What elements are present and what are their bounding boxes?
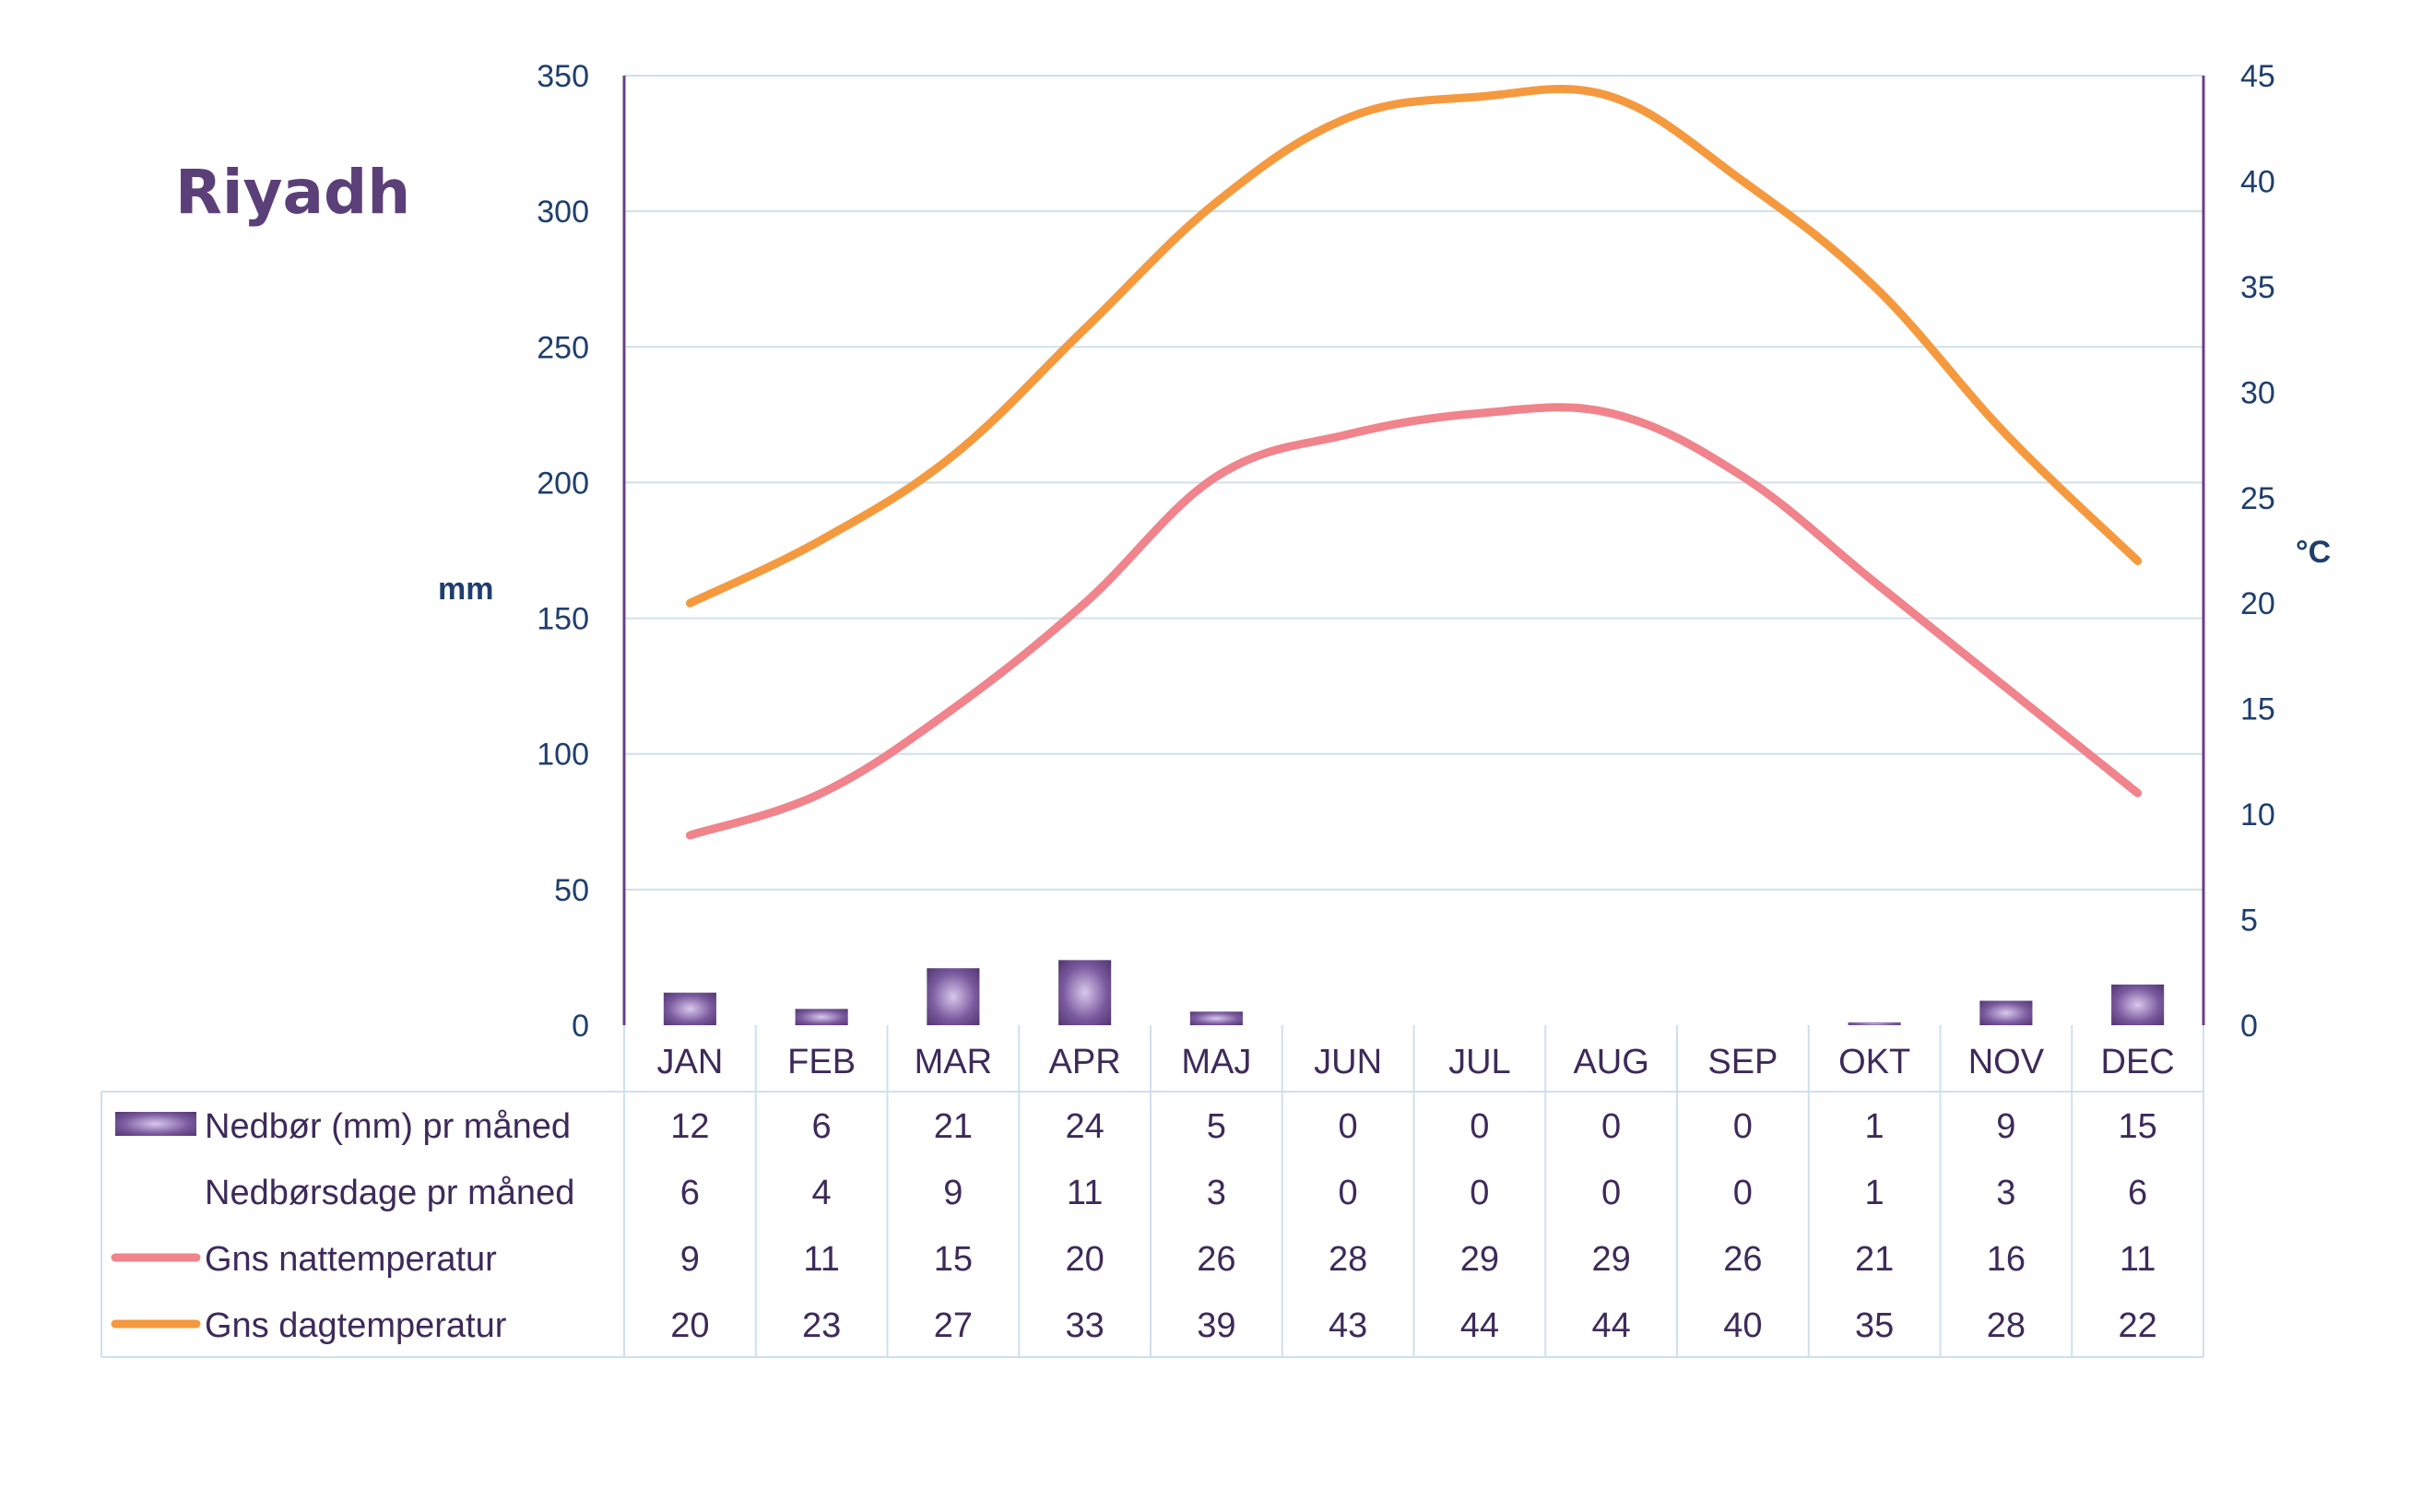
- y-tick-right: 35: [2240, 270, 2275, 305]
- table-cell: 44: [1591, 1306, 1630, 1345]
- table-cell: 22: [2118, 1306, 2156, 1345]
- table-row-label: Nedbør (mm) pr måned: [205, 1107, 571, 1146]
- table-row-label: Gns dagtemperatur: [205, 1306, 507, 1345]
- x-tick-label: JUN: [1314, 1043, 1382, 1081]
- table-cell: 6: [2128, 1174, 2147, 1212]
- table-cell: 0: [1733, 1174, 1753, 1212]
- table-row-label: Nedbørsdage pr måned: [205, 1174, 574, 1212]
- table-cell: 20: [1065, 1240, 1104, 1279]
- table-cell: 6: [812, 1107, 832, 1146]
- x-tick-label: FEB: [787, 1043, 856, 1081]
- table-cell: 28: [1987, 1306, 2026, 1345]
- table-cell: 11: [803, 1240, 839, 1279]
- table-cell: 15: [934, 1240, 973, 1279]
- bar: [1058, 960, 1112, 1025]
- bar: [1189, 1011, 1243, 1025]
- x-tick-label: MAJ: [1181, 1043, 1251, 1081]
- table-cell: 0: [1601, 1174, 1621, 1212]
- y-tick-right: 45: [2240, 59, 2275, 94]
- table-cell: 40: [1723, 1306, 1762, 1345]
- y-tick-right: 40: [2240, 164, 2275, 199]
- bar: [1848, 1022, 1901, 1025]
- table-cell: 11: [2120, 1240, 2156, 1279]
- table-cell: 26: [1197, 1240, 1235, 1279]
- y-tick-right: 5: [2240, 904, 2258, 939]
- table-cell: 24: [1065, 1107, 1104, 1146]
- table-cell: 3: [1996, 1174, 2015, 1212]
- table-cell: 5: [1207, 1107, 1226, 1146]
- table-cell: 26: [1723, 1240, 1762, 1279]
- table-cell: 0: [1601, 1107, 1621, 1146]
- table-cell: 11: [1067, 1174, 1103, 1212]
- table-cell: 0: [1470, 1107, 1489, 1146]
- table-row-label: Gns nattemperatur: [205, 1240, 497, 1279]
- table-cell: 1: [1865, 1174, 1884, 1212]
- table-cell: 12: [670, 1107, 709, 1146]
- y-tick-right: 10: [2240, 797, 2275, 833]
- bar: [927, 968, 980, 1025]
- day-temp-line: [685, 85, 2143, 608]
- table-cell: 3: [1207, 1174, 1226, 1212]
- bar: [795, 1009, 848, 1025]
- table-cell: 0: [1339, 1107, 1358, 1146]
- table-cell: 44: [1460, 1306, 1499, 1345]
- y-axis-right-label: °C: [2296, 535, 2332, 570]
- table-cell: 0: [1470, 1174, 1489, 1212]
- y-axis-left-label: mm: [438, 572, 494, 607]
- x-tick-label: AUG: [1573, 1043, 1648, 1081]
- bar: [1979, 1000, 2033, 1025]
- night-temp-line: [685, 403, 2143, 840]
- table-cell: 28: [1329, 1240, 1367, 1279]
- table-cell: 4: [812, 1174, 832, 1212]
- y-tick-left: 300: [537, 195, 589, 230]
- y-tick-left: 250: [537, 330, 589, 365]
- table-cell: 39: [1197, 1306, 1235, 1345]
- y-tick-left: 50: [554, 873, 589, 908]
- table-cell: 20: [670, 1306, 709, 1345]
- y-tick-right: 15: [2240, 692, 2275, 727]
- table-cell: 23: [802, 1306, 841, 1345]
- legend-key-bar: [115, 1112, 196, 1136]
- y-tick-right: 25: [2240, 481, 2275, 516]
- y-tick-left: 150: [537, 602, 589, 637]
- x-tick-label: MAR: [915, 1043, 992, 1081]
- y-tick-right: 20: [2240, 586, 2275, 621]
- table-cell: 9: [680, 1240, 700, 1279]
- x-tick-label: OKT: [1838, 1043, 1910, 1081]
- chart-title: Riyadh: [175, 157, 411, 228]
- x-tick-label: JAN: [656, 1043, 723, 1081]
- table-cell: 33: [1065, 1306, 1104, 1345]
- table-cell: 35: [1855, 1306, 1894, 1345]
- table-cell: 29: [1591, 1240, 1630, 1279]
- table-cell: 29: [1460, 1240, 1499, 1279]
- table-cell: 1: [1865, 1107, 1884, 1146]
- y-tick-right: 30: [2240, 375, 2275, 410]
- bar: [2111, 984, 2165, 1025]
- x-tick-label: NOV: [1968, 1043, 2045, 1081]
- table-cell: 21: [934, 1107, 973, 1146]
- table-cell: 21: [1855, 1240, 1894, 1279]
- table-cell: 16: [1987, 1240, 2026, 1279]
- table-cell: 0: [1339, 1174, 1358, 1212]
- table-cell: 43: [1329, 1306, 1367, 1345]
- x-tick-label: DEC: [2101, 1043, 2175, 1081]
- table-cell: 6: [680, 1174, 700, 1212]
- x-tick-label: APR: [1049, 1043, 1121, 1081]
- table-cell: 9: [1996, 1107, 2015, 1146]
- y-tick-left: 200: [537, 466, 589, 501]
- y-tick-left: 0: [572, 1009, 589, 1044]
- bar: [663, 992, 716, 1025]
- table-cell: 15: [2118, 1107, 2156, 1146]
- x-tick-label: JUL: [1448, 1043, 1511, 1081]
- y-tick-right: 0: [2240, 1009, 2258, 1044]
- table-cell: 0: [1733, 1107, 1753, 1146]
- y-tick-left: 350: [537, 59, 589, 94]
- table-cell: 9: [943, 1174, 963, 1212]
- x-tick-label: SEP: [1707, 1043, 1778, 1081]
- table-cell: 27: [934, 1306, 973, 1345]
- y-tick-left: 100: [537, 738, 589, 773]
